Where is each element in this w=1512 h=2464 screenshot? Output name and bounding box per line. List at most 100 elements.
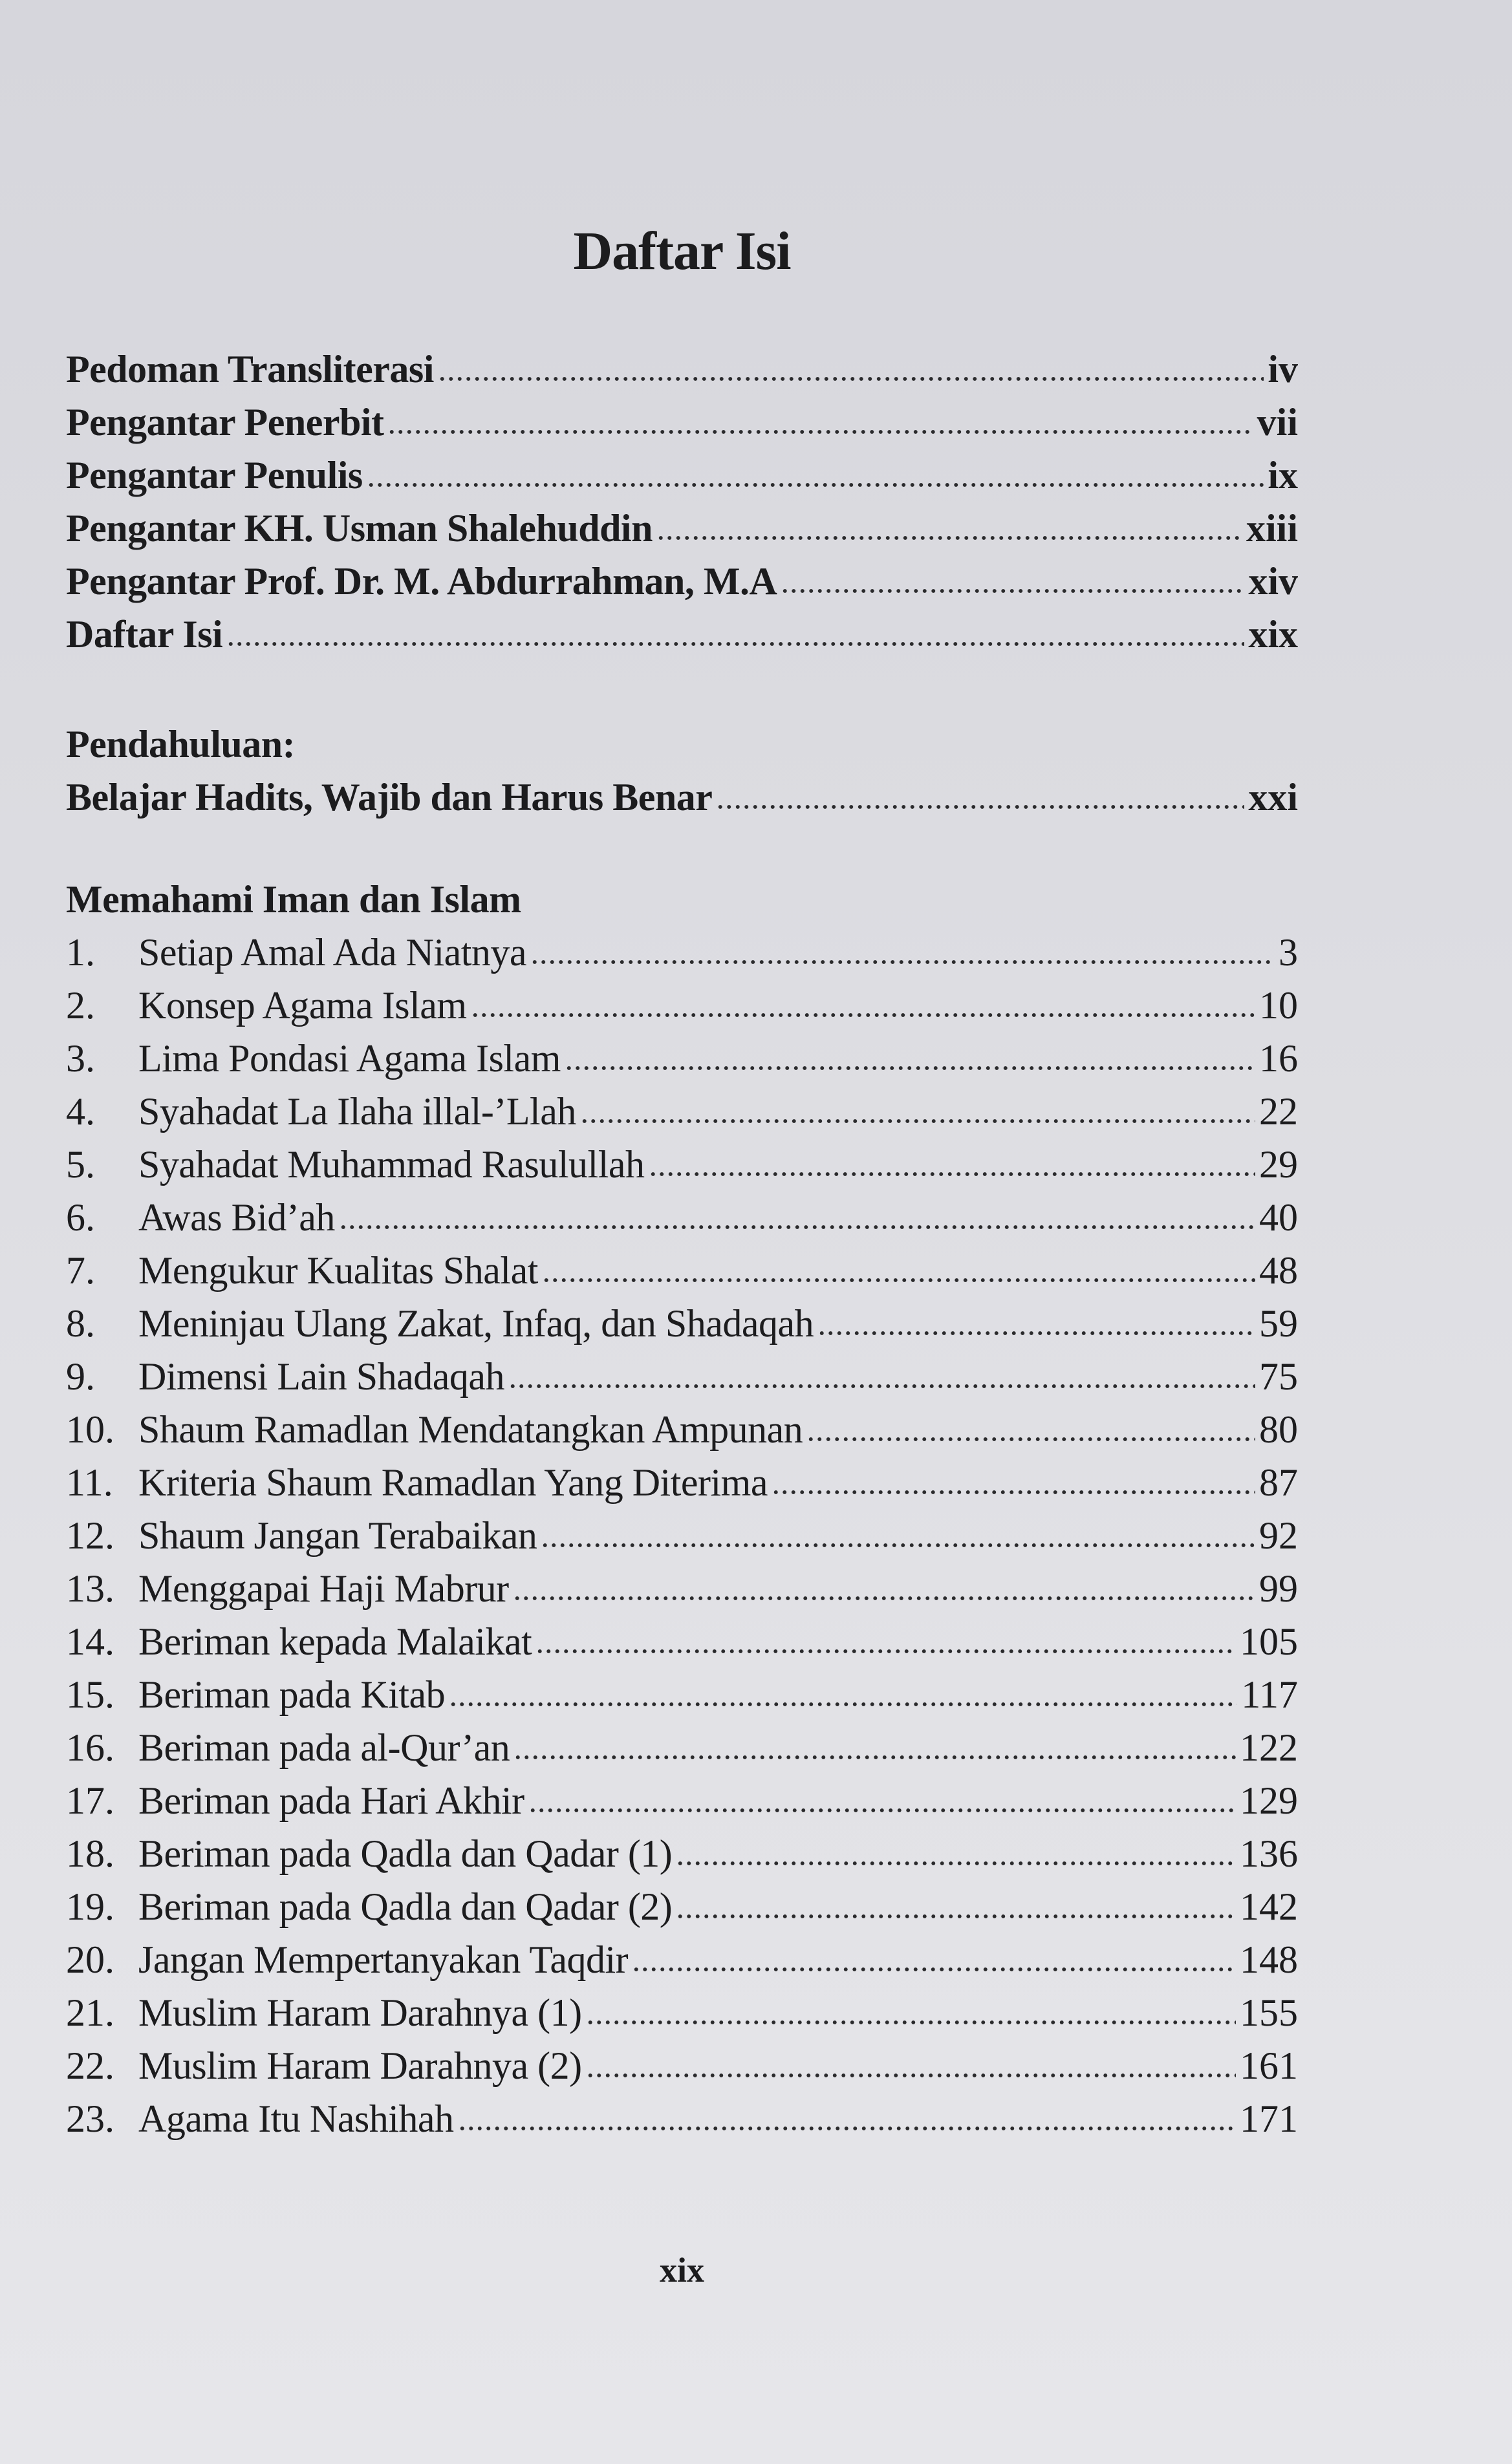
entry-number: 20. — [66, 1938, 114, 1981]
toc-entry: Pengantar Prof. Dr. M. Abdurrahman, M.A x… — [66, 555, 1298, 608]
entry-label: Belajar Hadits, Wajib dan Harus Benar — [66, 776, 713, 819]
entry-label: Pengantar Penulis — [66, 454, 363, 497]
dot-leader — [676, 1913, 1236, 1920]
entry-number: 11. — [66, 1461, 113, 1504]
entry-page: 59 — [1259, 1302, 1298, 1345]
entry-page: xiv — [1248, 560, 1298, 603]
entry-number: 19. — [66, 1885, 114, 1928]
toc-entry: 11. Kriteria Shaum Ramadlan Yang Diterima… — [66, 1456, 1298, 1509]
entry-number: 13. — [66, 1567, 114, 1610]
entry-label: Beriman pada al-Qur’an — [138, 1726, 510, 1769]
toc-entry: 12. Shaum Jangan Terabaikan 92 — [66, 1509, 1298, 1562]
entry-number: 9. — [66, 1355, 95, 1398]
dot-leader — [366, 482, 1264, 488]
entry-number: 7. — [66, 1249, 95, 1292]
entry-page: 3 — [1279, 931, 1298, 974]
introduction-block: Pendahuluan: Belajar Hadits, Wajib dan H… — [66, 718, 1298, 824]
entry-page: xxi — [1248, 776, 1298, 819]
section-heading: Memahami Iman dan Islam — [66, 878, 521, 921]
dot-leader — [564, 1065, 1255, 1071]
dot-leader — [535, 1648, 1236, 1655]
toc-entry: 22. Muslim Haram Darahnya (2) 161 — [66, 2039, 1298, 2092]
dot-leader — [806, 1436, 1255, 1442]
entry-label: Konsep Agama Islam — [138, 984, 467, 1027]
toc-entry: 16. Beriman pada al-Qur’an 122 — [66, 1721, 1298, 1774]
entry-label: Lima Pondasi Agama Islam — [138, 1037, 561, 1080]
dot-leader — [470, 1012, 1255, 1018]
entry-number: 21. — [66, 1991, 114, 2034]
entry-number: 10. — [66, 1408, 114, 1451]
entry-page: 48 — [1259, 1249, 1298, 1292]
dot-leader — [226, 641, 1245, 647]
dot-leader — [508, 1383, 1255, 1389]
toc-entry: 2. Konsep Agama Islam 10 — [66, 979, 1298, 1032]
dot-leader — [585, 2019, 1236, 2026]
entry-number: 5. — [66, 1143, 95, 1186]
entry-label: Jangan Mempertanyakan Taqdir — [138, 1938, 629, 1981]
entry-number: 6. — [66, 1196, 95, 1239]
entry-label: Syahadat La Ilaha illal-’Llah — [138, 1090, 576, 1133]
entry-page: 122 — [1240, 1726, 1298, 1769]
entry-number: 15. — [66, 1673, 114, 1716]
entry-label: Pengantar KH. Usman Shalehuddin — [66, 507, 653, 550]
entry-page: vii — [1257, 401, 1298, 444]
entry-label: Syahadat Muhammad Rasulullah — [138, 1143, 645, 1186]
toc-entry: 17. Beriman pada Hari Akhir 129 — [66, 1774, 1298, 1827]
entry-number: 18. — [66, 1832, 114, 1875]
dot-leader — [781, 588, 1245, 594]
entry-label: Menggapai Haji Mabrur — [138, 1567, 509, 1610]
entry-label: Awas Bid’ah — [138, 1196, 335, 1239]
entry-number: 22. — [66, 2044, 114, 2087]
entry-label: Pedoman Transliterasi — [66, 348, 434, 391]
dot-leader — [648, 1171, 1255, 1177]
dot-leader — [771, 1489, 1255, 1495]
entry-page: 148 — [1240, 1938, 1298, 1981]
entry-number: 14. — [66, 1620, 114, 1663]
dot-leader — [541, 1542, 1255, 1548]
entry-label: Meninjau Ulang Zakat, Infaq, dan Shadaqa… — [138, 1302, 814, 1345]
entry-number: 17. — [66, 1779, 114, 1822]
entry-page: iv — [1268, 348, 1298, 391]
toc-entry: Pengantar Penerbit vii — [66, 396, 1298, 449]
dot-leader — [541, 1277, 1255, 1283]
toc-entry: 5. Syahadat Muhammad Rasulullah 29 — [66, 1138, 1298, 1191]
entry-page: 161 — [1240, 2044, 1298, 2087]
entry-page: ix — [1268, 454, 1298, 497]
dot-leader — [512, 1595, 1255, 1602]
entry-label: Setiap Amal Ada Niatnya — [138, 931, 527, 974]
entry-page: 105 — [1240, 1620, 1298, 1663]
entry-page: 142 — [1240, 1885, 1298, 1928]
dot-leader — [338, 1224, 1255, 1230]
entry-label: Daftar Isi — [66, 613, 223, 656]
toc-entry: 10. Shaum Ramadlan Mendatangkan Ampunan 80 — [66, 1403, 1298, 1456]
entry-label: Beriman pada Qadla dan Qadar (1) — [138, 1832, 673, 1875]
dot-leader — [585, 2072, 1236, 2079]
toc-entry: 13. Menggapai Haji Mabrur 99 — [66, 1562, 1298, 1615]
toc-entry: Belajar Hadits, Wajib dan Harus Benar xx… — [66, 771, 1298, 824]
entry-label: Kriteria Shaum Ramadlan Yang Diterima — [138, 1461, 768, 1504]
entry-label: Beriman pada Kitab — [138, 1673, 446, 1716]
toc-entry: 9. Dimensi Lain Shadaqah 75 — [66, 1350, 1298, 1403]
entry-number: 12. — [66, 1514, 114, 1557]
front-matter-list: Pedoman Transliterasi iv Pengantar Penerbi… — [66, 343, 1298, 661]
dot-leader — [457, 2125, 1236, 2132]
toc-entry: 21. Muslim Haram Darahnya (1) 155 — [66, 1986, 1298, 2039]
entry-label: Muslim Haram Darahnya (1) — [138, 1991, 582, 2034]
introduction-heading: Pendahuluan: — [66, 723, 296, 766]
entry-label: Beriman pada Qadla dan Qadar (2) — [138, 1885, 673, 1928]
toc-entry: Pengantar Penulis ix — [66, 449, 1298, 502]
toc-entry: 18. Beriman pada Qadla dan Qadar (1) 136 — [66, 1827, 1298, 1880]
toc-entry: 6. Awas Bid’ah 40 — [66, 1191, 1298, 1244]
entry-label: Beriman pada Hari Akhir — [138, 1779, 524, 1822]
entry-page: 136 — [1240, 1832, 1298, 1875]
page-number: xix — [659, 2251, 704, 2289]
entry-page: 92 — [1259, 1514, 1298, 1557]
entry-page: 99 — [1259, 1567, 1298, 1610]
section-items: 1. Setiap Amal Ada Niatnya 3 2. Konsep Agama… — [66, 926, 1298, 2145]
dot-leader — [387, 429, 1253, 435]
page-title: Daftar Isi — [573, 221, 791, 281]
entry-number: 16. — [66, 1726, 114, 1769]
entry-number: 8. — [66, 1302, 95, 1345]
toc-entry: Daftar Isi xix — [66, 608, 1298, 661]
entry-label: Dimensi Lain Shadaqah — [138, 1355, 505, 1398]
